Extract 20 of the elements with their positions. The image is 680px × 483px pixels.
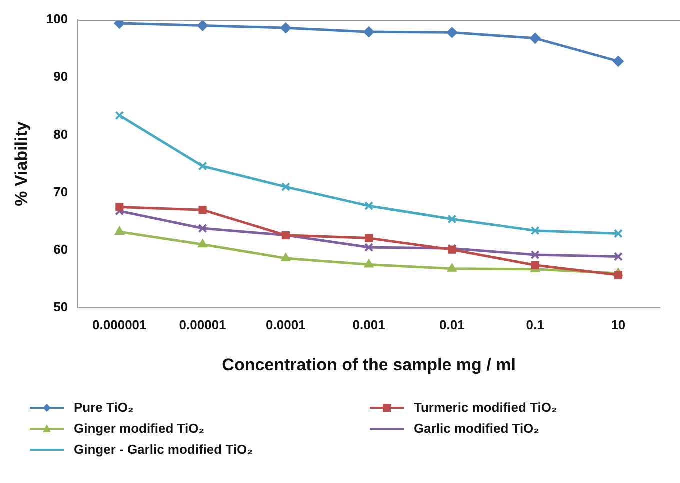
legend-label: Ginger - Garlic modified TiO₂ [74, 442, 253, 457]
x-tick-label: 0.0001 [266, 317, 306, 332]
legend-label: Garlic modified TiO₂ [414, 421, 540, 436]
x-tick-label: 0.1 [526, 317, 544, 332]
y-tick-label: 50 [54, 300, 68, 315]
legend-label: Pure TiO₂ [74, 400, 134, 415]
y-axis-title: % Viability [12, 121, 31, 206]
y-tick-label: 70 [54, 184, 68, 200]
x-tick-label: 0.001 [352, 317, 386, 332]
y-tick-label: 80 [54, 126, 68, 142]
legend-label: Turmeric modified TiO₂ [414, 400, 558, 415]
y-tick-label: 90 [54, 69, 68, 84]
x-tick-label: 10 [611, 317, 626, 332]
y-tick-label: 60 [54, 242, 68, 257]
x-tick-label: 0.000001 [92, 317, 147, 332]
y-tick-label: 100 [46, 12, 68, 27]
x-tick-label: 0.01 [440, 317, 465, 332]
x-tick-label: 0.00001 [179, 317, 226, 332]
x-axis-title: Concentration of the sample mg / ml [222, 355, 516, 374]
legend-label: Ginger modified TiO₂ [74, 421, 204, 436]
